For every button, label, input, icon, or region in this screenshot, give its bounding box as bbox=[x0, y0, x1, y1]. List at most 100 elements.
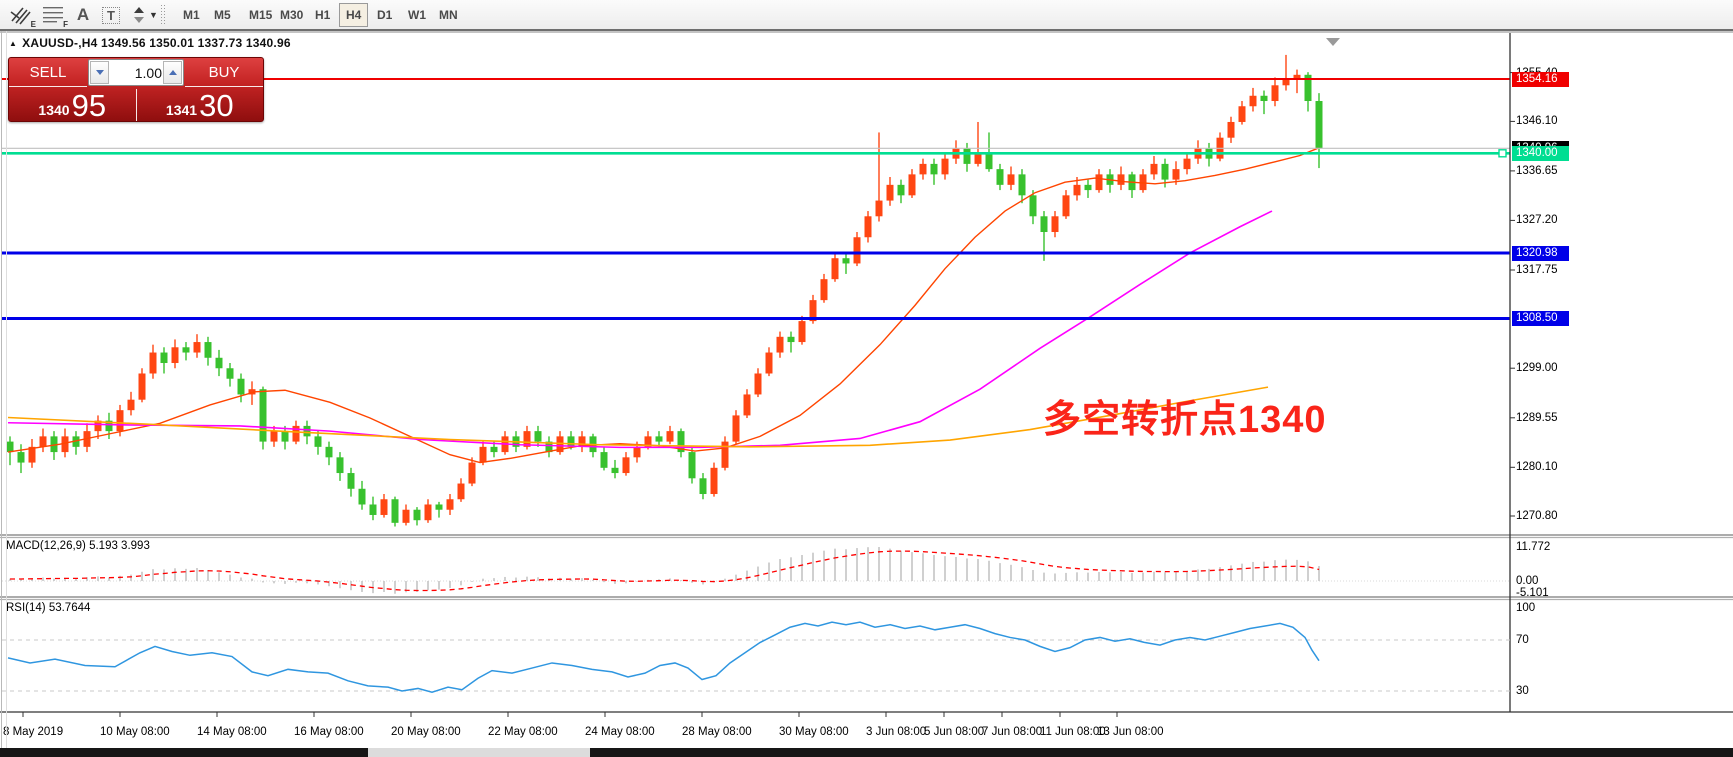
candle-body bbox=[1304, 74, 1312, 102]
time-axis-label: 5 Jun 08:00 bbox=[924, 726, 985, 738]
text-label-tool-button[interactable]: T bbox=[100, 3, 122, 27]
chart-area: ▲ XAUUSD-,H4 1349.56 1350.01 1337.73 1340… bbox=[0, 31, 1733, 748]
candle-body bbox=[754, 373, 762, 395]
sell-price-small: 1340 bbox=[38, 102, 70, 118]
candle-body bbox=[545, 441, 553, 453]
candle-body bbox=[897, 184, 905, 196]
candle-body bbox=[39, 436, 47, 447]
sell-price-big: 95 bbox=[71, 88, 107, 122]
candle-body bbox=[193, 342, 201, 353]
collapse-arrow-icon[interactable]: ▲ bbox=[9, 39, 18, 48]
buy-button[interactable]: BUY bbox=[185, 58, 263, 87]
time-axis-label: 8 May 2019 bbox=[3, 726, 64, 738]
candle-body bbox=[1150, 163, 1158, 175]
candle-body bbox=[721, 441, 729, 468]
toolbar: E F A T ▼ M1 M5 M15 M30 H1 H4 D1 W1 MN bbox=[0, 0, 1733, 31]
candle-body bbox=[622, 457, 630, 474]
resistance-line-price-badge: 1354.16 bbox=[1512, 71, 1569, 87]
price-axis-label: 1280.10 bbox=[1516, 461, 1558, 474]
volume-stepper bbox=[88, 59, 184, 86]
ma-fast-line bbox=[7, 147, 1319, 464]
candle-body bbox=[1227, 121, 1235, 138]
candle-body bbox=[842, 258, 850, 264]
candle-body bbox=[490, 446, 498, 453]
chart-canvas[interactable] bbox=[0, 31, 1733, 748]
buy-price-big: 30 bbox=[199, 88, 234, 122]
candle-body bbox=[127, 399, 135, 411]
window-edge bbox=[6, 31, 7, 748]
candle-body bbox=[1271, 85, 1279, 102]
time-axis-label: 30 May 08:00 bbox=[779, 726, 849, 738]
timeframe-button-h4[interactable]: H4 bbox=[339, 3, 369, 27]
fibonacci-grid-tool-button[interactable]: F bbox=[40, 3, 68, 29]
candle-body bbox=[325, 446, 333, 458]
buy-price-small: 1341 bbox=[165, 102, 198, 118]
timeframe-button-m1[interactable]: M1 bbox=[183, 8, 200, 22]
candle-body bbox=[600, 452, 608, 468]
time-axis-label: 20 May 08:00 bbox=[391, 726, 461, 738]
candle-body bbox=[303, 425, 311, 437]
volume-input[interactable] bbox=[110, 60, 162, 85]
candle-body bbox=[226, 368, 234, 379]
caret-down-icon bbox=[95, 70, 104, 75]
candle-body bbox=[1161, 163, 1169, 180]
candle-body bbox=[1172, 169, 1180, 180]
candle-body bbox=[985, 153, 993, 170]
tool-badge: E bbox=[30, 20, 36, 29]
andrews-pitchfork-tool-button[interactable]: E bbox=[8, 3, 36, 29]
candle-body bbox=[831, 258, 839, 280]
candle-body bbox=[963, 148, 971, 164]
volume-decrease-button[interactable] bbox=[90, 61, 109, 84]
support-line-price-badge: 1308.50 bbox=[1512, 311, 1569, 326]
time-axis-label: 7 Jun 08:00 bbox=[982, 726, 1043, 738]
candle-body bbox=[864, 216, 872, 238]
candle-body bbox=[1029, 195, 1037, 217]
arrows-tool-button[interactable]: ▼ bbox=[128, 3, 162, 27]
candle-body bbox=[237, 378, 245, 395]
candle-body bbox=[677, 431, 685, 453]
toolbar-drag-handle[interactable] bbox=[160, 4, 165, 26]
candle-body bbox=[666, 431, 674, 442]
timeframe-button-m30[interactable]: M30 bbox=[280, 8, 304, 22]
candle-body bbox=[1018, 174, 1026, 196]
candle-body bbox=[160, 352, 168, 364]
timeframe-button-m15[interactable]: M15 bbox=[249, 8, 273, 22]
candle-body bbox=[655, 436, 663, 442]
candle-body bbox=[930, 163, 938, 175]
candle-body bbox=[787, 336, 795, 343]
bottom-bar-segment bbox=[368, 748, 590, 757]
indicator-axis-label: 70 bbox=[1516, 633, 1529, 646]
candle-body bbox=[919, 163, 927, 175]
candle-body bbox=[457, 483, 465, 500]
candle-body bbox=[1293, 74, 1301, 80]
timeframe-button-d1[interactable]: D1 bbox=[377, 8, 393, 22]
price-axis-label: 1317.75 bbox=[1516, 264, 1558, 276]
timeframe-button-mn[interactable]: MN bbox=[439, 8, 458, 22]
ma-slow-line bbox=[7, 386, 1269, 448]
time-axis-label: 16 May 08:00 bbox=[294, 726, 364, 738]
chart-annotation-text[interactable]: 多空转折点1340 bbox=[1043, 399, 1327, 441]
timeframe-button-m5[interactable]: M5 bbox=[214, 8, 231, 22]
candle-body bbox=[875, 200, 883, 217]
candle-body bbox=[908, 174, 916, 196]
sell-button[interactable]: SELL bbox=[9, 58, 87, 87]
candle-body bbox=[1117, 174, 1125, 185]
candle-body bbox=[358, 488, 366, 505]
candle-body bbox=[204, 342, 212, 358]
volume-increase-button[interactable] bbox=[163, 61, 182, 84]
candle-body bbox=[1084, 184, 1092, 191]
candle-body bbox=[743, 394, 751, 416]
buy-price-quote[interactable]: 1341 30 bbox=[137, 87, 264, 122]
timeframe-button-w1[interactable]: W1 bbox=[408, 8, 426, 22]
candle-body bbox=[710, 467, 718, 495]
candle-body bbox=[556, 436, 564, 453]
quote-divider bbox=[135, 89, 137, 121]
grid-icon bbox=[43, 7, 63, 23]
candle-body bbox=[941, 158, 949, 175]
tool-badge: F bbox=[63, 20, 68, 29]
sell-price-quote[interactable]: 1340 95 bbox=[9, 87, 136, 122]
window-edge bbox=[1, 31, 2, 748]
text-tool-button[interactable]: A bbox=[72, 3, 94, 27]
timeframe-button-h1[interactable]: H1 bbox=[315, 8, 331, 22]
pivot-line-price-badge: 1340.00 bbox=[1512, 145, 1569, 161]
